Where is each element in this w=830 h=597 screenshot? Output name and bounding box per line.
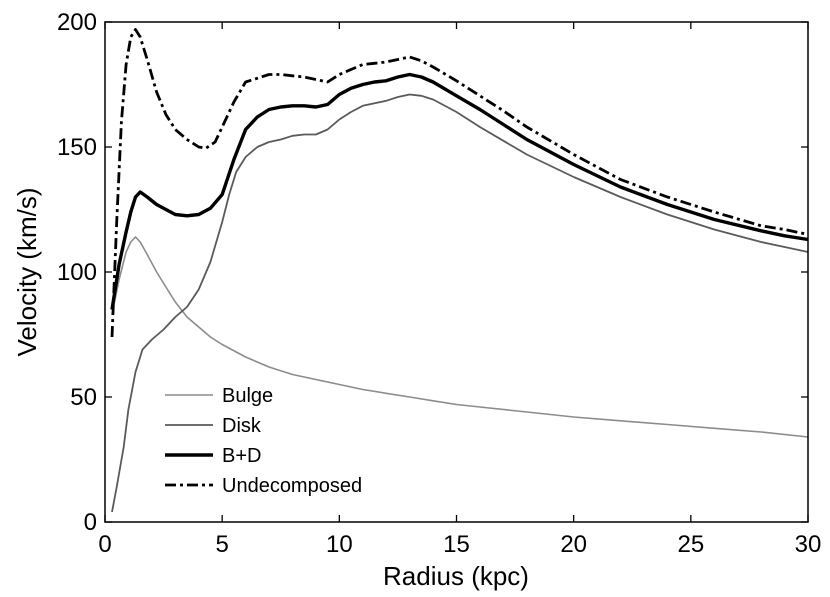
legend-label-undecomposed: Undecomposed — [222, 475, 362, 497]
legend-label-bulge: Bulge — [222, 385, 273, 407]
y-tick-label: 50 — [70, 384, 97, 411]
axis-ticks — [104, 21, 809, 523]
x-tick-label: 5 — [215, 531, 228, 558]
x-tick-label: 25 — [677, 531, 704, 558]
y-tick-label: 100 — [57, 259, 97, 286]
legend-label-b-d: B+D — [222, 445, 261, 467]
axis-tick-labels: 0 5 10 15 20 25 30 0 50 100 150 200 — [57, 9, 821, 558]
x-tick-label: 30 — [795, 531, 822, 558]
series-line-disk — [111, 93, 809, 513]
legend-label-disk: Disk — [222, 415, 262, 437]
x-tick-label: 10 — [326, 531, 353, 558]
x-tick-label: 0 — [98, 531, 111, 558]
y-axis-title: Velocity (km/s) — [12, 187, 42, 356]
y-tick-label: 200 — [57, 9, 97, 36]
y-tick-label: 0 — [84, 509, 97, 536]
series-line-bulge — [111, 236, 809, 438]
plot-series-layer — [110, 28, 809, 513]
y-tick-label: 150 — [57, 134, 97, 161]
series-line-undecomposed — [110, 28, 809, 338]
x-tick-label: 15 — [443, 531, 470, 558]
x-tick-label: 20 — [560, 531, 587, 558]
chart-legend: Bulge Disk B+D Undecomposed — [165, 385, 362, 497]
series-line-b-d — [110, 72, 809, 310]
x-axis-title: Radius (kpc) — [383, 561, 529, 591]
